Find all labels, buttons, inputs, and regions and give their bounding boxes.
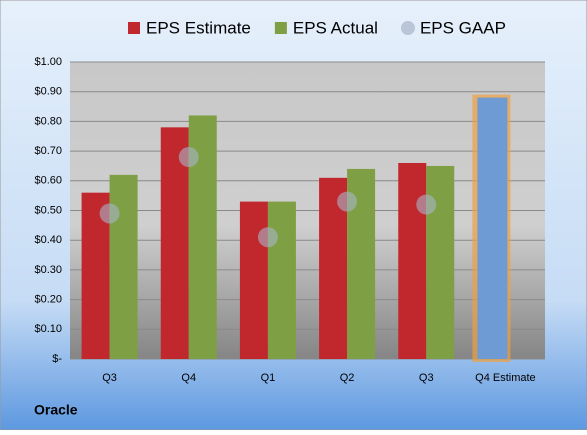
- legend-swatch: [400, 21, 415, 35]
- legend-label: EPS GAAP: [420, 18, 506, 37]
- y-tick-label: $0.90: [34, 86, 62, 98]
- x-tick-label: Q3: [419, 372, 434, 384]
- chart-title: Oracle: [34, 402, 78, 418]
- gaap-marker: [99, 203, 120, 224]
- y-tick-label: $0.30: [34, 264, 62, 276]
- y-tick-label: $0.50: [34, 204, 62, 216]
- y-tick-label: $-: [52, 353, 62, 365]
- y-tick-label: $0.60: [34, 175, 62, 187]
- gaap-marker: [337, 191, 358, 212]
- bar: [239, 201, 268, 359]
- x-tick-label: Q3: [102, 372, 117, 384]
- x-tick-label: Q1: [261, 372, 276, 384]
- y-tick-label: $1.00: [34, 56, 62, 68]
- x-tick-label: Q4: [181, 372, 196, 384]
- bar: [426, 165, 455, 359]
- legend-label: EPS Estimate: [146, 18, 251, 37]
- x-tick-label: Q2: [340, 372, 355, 384]
- gaap-marker: [257, 227, 278, 248]
- y-tick-label: $0.10: [34, 323, 62, 335]
- legend-swatch: [274, 22, 287, 34]
- legend-label: EPS Actual: [293, 18, 378, 37]
- bar: [477, 97, 508, 359]
- legend-swatch: [128, 22, 140, 34]
- y-tick-label: $0.80: [34, 115, 62, 127]
- gaap-marker: [178, 147, 199, 168]
- gaap-marker: [416, 194, 437, 215]
- bar: [109, 174, 138, 359]
- y-tick-label: $0.40: [34, 234, 62, 246]
- bar: [398, 162, 427, 359]
- x-tick-label: Q4 Estimate: [475, 372, 536, 384]
- y-tick-label: $0.70: [34, 145, 62, 157]
- bar: [267, 201, 296, 359]
- y-tick-label: $0.20: [34, 294, 62, 306]
- bar: [160, 127, 189, 359]
